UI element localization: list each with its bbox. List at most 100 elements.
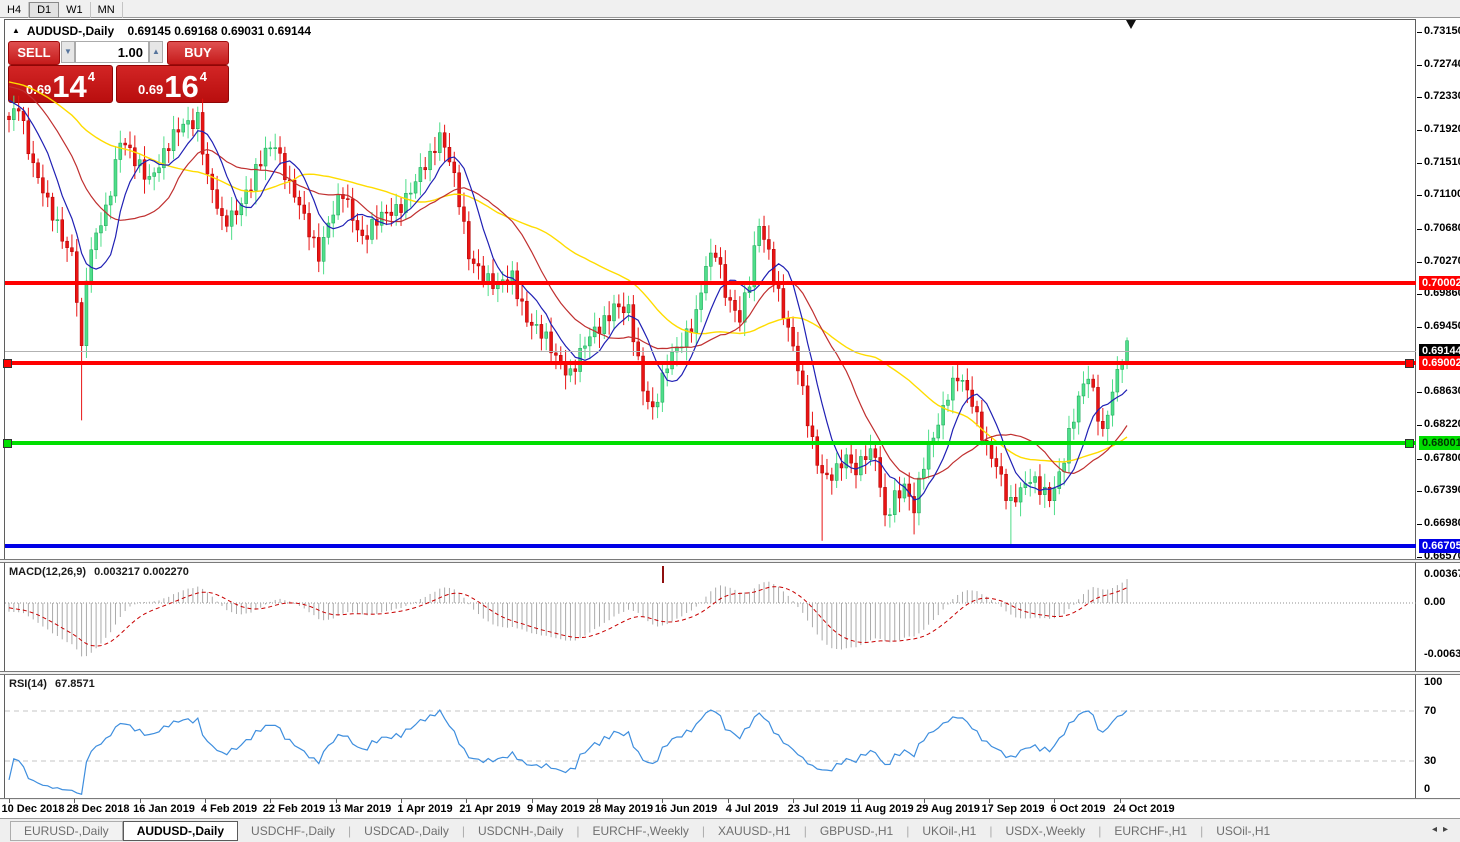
symbol-tab-usdcad-daily[interactable]: USDCAD-,Daily <box>364 823 449 838</box>
hline-resistance-70002[interactable] <box>5 281 1416 285</box>
chart-ohlc-quotes: 0.69145 0.69168 0.69031 0.69144 <box>127 24 312 38</box>
chart-shift-marker-icon[interactable] <box>1126 20 1136 29</box>
rsi-axis-100: 100 <box>1424 676 1443 688</box>
date-axis-label: 1 Apr 2019 <box>397 803 453 815</box>
rsi-value: 67.8571 <box>54 678 95 690</box>
tab-separator: | <box>906 823 910 838</box>
pane-splitter-macd[interactable] <box>0 559 1460 563</box>
tab-scroll-right-icon[interactable]: ▸ <box>1442 824 1454 835</box>
badge-level-69002: 0.69002 <box>1419 356 1460 370</box>
macd-label: MACD(12,26,9) 0.003217 0.002270 <box>9 566 189 578</box>
hline-support-68001-marker-right[interactable] <box>1405 439 1414 448</box>
ask-pipette: 4 <box>199 69 208 84</box>
rsi-axis-0: 0 <box>1424 783 1431 795</box>
date-axis-label: 28 Dec 2018 <box>66 803 130 815</box>
date-tick <box>1054 799 1055 803</box>
price-tick <box>1417 524 1422 525</box>
symbol-tab-usdx-weekly[interactable]: USDX-,Weekly <box>1005 823 1086 838</box>
symbol-tab-usdchf-daily[interactable]: USDCHF-,Daily <box>251 823 336 838</box>
price-chart-canvas[interactable] <box>5 20 1416 559</box>
price-tick <box>1417 195 1422 196</box>
date-axis-separator <box>0 798 1460 800</box>
macd-values: 0.003217 0.002270 <box>94 566 189 578</box>
tab-separator: | <box>461 823 465 838</box>
timeframe-button-mn[interactable]: MN <box>91 2 123 18</box>
price-tick <box>1417 557 1422 558</box>
price-tick <box>1417 163 1422 164</box>
hline-support-66705[interactable] <box>5 544 1416 548</box>
tab-scroll-left-icon[interactable]: ◂ <box>1431 824 1443 835</box>
date-axis-label: 22 Feb 2019 <box>262 803 326 815</box>
ask-pips: 16 <box>164 69 199 105</box>
date-tick <box>205 799 206 803</box>
date-axis-label: 28 May 2019 <box>588 803 654 815</box>
hline-current-price[interactable] <box>5 351 1416 352</box>
symbol-tab-audusd-daily[interactable]: AUDUSD-,Daily <box>122 820 239 841</box>
price-tick <box>1417 392 1422 393</box>
symbol-tab-eurusd-daily[interactable]: EURUSD-,Daily <box>10 820 123 841</box>
chart-symbol-label: AUDUSD-,Daily <box>26 24 115 38</box>
date-axis-label: 24 Oct 2019 <box>1113 803 1175 815</box>
hline-level-69002-marker-left[interactable] <box>3 359 12 368</box>
date-axis-label: 10 Dec 2018 <box>1 803 65 815</box>
price-axis-label: 0.68630 <box>1424 385 1460 397</box>
tab-separator: | <box>701 823 706 838</box>
price-axis-label: 0.71100 <box>1424 188 1460 200</box>
date-tick <box>924 799 925 803</box>
price-tick <box>1417 262 1422 263</box>
bid-prefix: 0.69 <box>25 82 52 97</box>
pane-splitter-rsi[interactable] <box>0 671 1460 675</box>
hline-support-68001[interactable] <box>5 441 1416 445</box>
hline-level-69002[interactable] <box>5 361 1416 365</box>
symbol-collapse-icon[interactable]: ▲ <box>12 26 20 35</box>
ask-price-box[interactable]: 0.69 16 4 <box>116 65 229 103</box>
symbol-tab-xauusd-h1[interactable]: XAUUSD-,H1 <box>718 823 791 838</box>
price-axis-label: 0.70680 <box>1424 222 1460 234</box>
date-tick <box>597 799 598 803</box>
tab-separator: | <box>348 823 352 838</box>
macd-canvas[interactable] <box>5 563 1416 671</box>
sell-button[interactable]: SELL <box>8 41 60 65</box>
rsi-name: RSI(14) <box>9 678 47 690</box>
date-tick <box>466 799 467 803</box>
symbol-tab-usoil-h1[interactable]: USOil-,H1 <box>1216 823 1271 838</box>
timeframe-button-d1[interactable]: D1 <box>29 2 60 18</box>
symbol-tab-gbpusd-h1[interactable]: GBPUSD-,H1 <box>819 823 894 838</box>
tab-separator: | <box>1098 823 1102 838</box>
date-tick <box>793 799 794 803</box>
volume-increase-button[interactable]: ▲ <box>149 41 163 63</box>
symbol-tab-eurchf-h1[interactable]: EURCHF-,H1 <box>1114 823 1188 838</box>
symbol-tab-ukoil-h1[interactable]: UKOil-,H1 <box>922 823 977 838</box>
tab-separator: | <box>1200 823 1204 838</box>
date-axis-label: 29 Aug 2019 <box>916 803 980 815</box>
price-tick <box>1417 459 1422 460</box>
price-axis-label: 0.70270 <box>1424 255 1460 267</box>
date-axis-label: 16 Jun 2019 <box>654 803 718 815</box>
volume-decrease-button[interactable]: ▼ <box>61 41 75 63</box>
price-tick <box>1417 65 1422 66</box>
rsi-canvas[interactable] <box>5 675 1416 798</box>
timeframe-button-w1[interactable]: W1 <box>59 2 91 18</box>
price-axis-label: 0.71510 <box>1424 156 1460 168</box>
buy-button[interactable]: BUY <box>167 41 229 65</box>
date-axis-label: 9 May 2019 <box>526 803 586 815</box>
date-tick <box>270 799 271 803</box>
date-axis-label: 4 Feb 2019 <box>200 803 258 815</box>
tab-separator: | <box>989 823 993 838</box>
symbol-tab-usdcnh-daily[interactable]: USDCNH-,Daily <box>477 823 564 838</box>
price-axis-label: 0.72740 <box>1424 58 1460 70</box>
rsi-axis-70: 70 <box>1424 705 1437 717</box>
hline-support-68001-marker-left[interactable] <box>3 439 12 448</box>
volume-input[interactable] <box>75 41 149 63</box>
date-tick <box>858 799 859 803</box>
badge-current-price: 0.69144 <box>1419 344 1460 358</box>
symbol-tab-eurchf-weekly[interactable]: EURCHF-,Weekly <box>592 823 689 838</box>
price-axis-label: 0.71920 <box>1424 123 1460 135</box>
rsi-label: RSI(14) 67.8571 <box>9 678 95 690</box>
bid-price-box[interactable]: 0.69 14 4 <box>8 65 113 103</box>
hline-level-69002-marker-right[interactable] <box>1405 359 1414 368</box>
timeframe-button-h4[interactable]: H4 <box>0 2 30 18</box>
tab-scroll-arrows: ◂▸ <box>1432 824 1454 835</box>
price-tick <box>1417 130 1422 131</box>
chart-window <box>4 19 1416 799</box>
